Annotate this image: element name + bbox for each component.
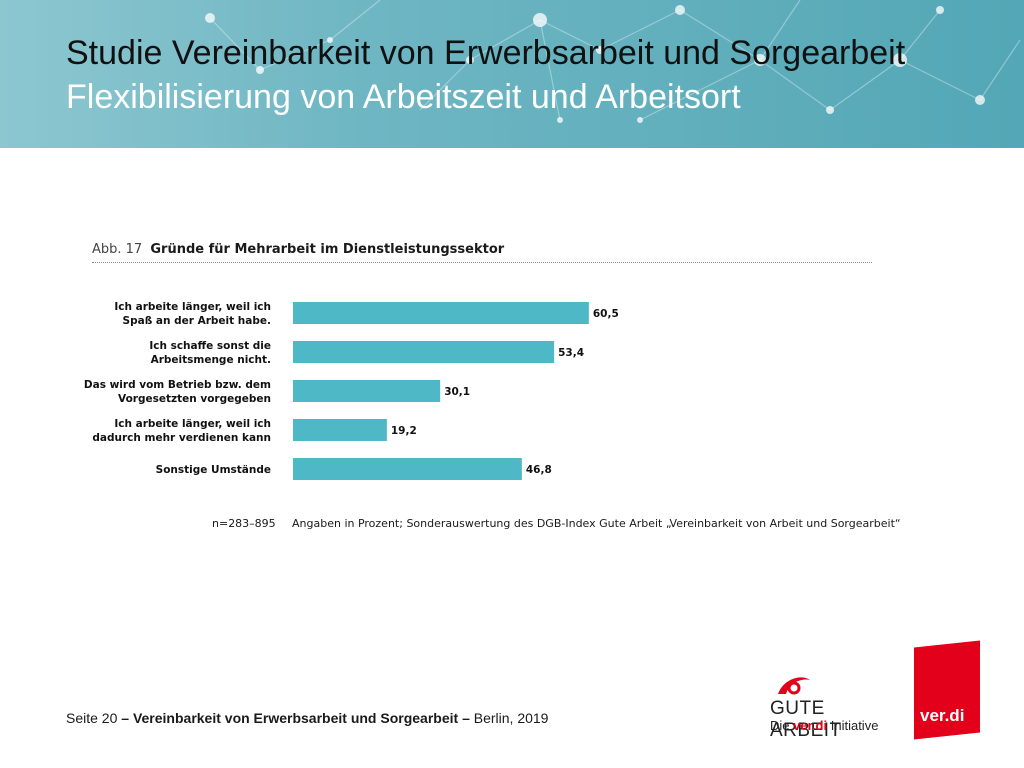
footer-page: Seite 20	[66, 710, 118, 726]
gute-arbeit-subline: Die ver.di Initiative	[770, 718, 878, 733]
data-label: 60,5	[593, 308, 619, 320]
footer: Seite 20 – Vereinbarkeit von Erwerbsarbe…	[66, 710, 548, 726]
category-label: Ich schaffe sonst die Arbeitsmenge nicht.	[149, 340, 271, 366]
category-label-line: Vorgesetzten vorgegeben	[118, 393, 271, 405]
gute-arbeit-sub-prefix: Die	[770, 718, 790, 733]
header-banner: Studie Vereinbarkeit von Erwerbsarbeit u…	[0, 0, 1024, 148]
gute-arbeit-sub-suffix: Initiative	[830, 718, 879, 733]
footer-study: Vereinbarkeit von Erwerbsarbeit und Sorg…	[132, 710, 459, 726]
gute-arbeit-text: GUTE ARBEIT	[770, 698, 842, 741]
gute-arbeit-sub-brand: ver.di	[793, 718, 828, 733]
category-label: Ich arbeite länger, weil ich Spaß an der …	[114, 301, 271, 327]
category-label: Ich arbeite länger, weil ich dadurch mehr…	[92, 418, 271, 444]
bar-chart: Ich arbeite länger, weil ich Spaß an der …	[84, 301, 619, 480]
slide-title: Studie Vereinbarkeit von Erwerbsarbeit u…	[66, 34, 906, 72]
category-label-line: Ich arbeite länger, weil ich	[114, 418, 271, 430]
figure-label: Abb. 17	[92, 242, 143, 257]
category-label: Das wird vom Betrieb bzw. dem Vorgesetzte…	[84, 379, 271, 405]
data-label: 19,2	[391, 425, 417, 437]
footer-place-year: Berlin, 2019	[473, 710, 549, 726]
network-background-graphic	[205, 0, 1021, 123]
data-label: 53,4	[558, 347, 584, 359]
bar	[293, 302, 589, 324]
category-label-line: Das wird vom Betrieb bzw. dem	[84, 379, 271, 391]
gute-arbeit-logo: GUTE ARBEIT Die ver.di Initiative	[768, 672, 898, 741]
category-label-line: Arbeitsmenge nicht.	[151, 354, 271, 366]
dotted-divider	[92, 262, 872, 263]
category-label-line: Ich arbeite länger, weil ich	[114, 301, 271, 313]
footer-separator-2: –	[462, 710, 470, 726]
data-label: 46,8	[526, 464, 552, 476]
verdi-logo-text: ver.di	[920, 706, 965, 725]
category-label-line: Ich schaffe sonst die	[149, 340, 271, 352]
footer-separator-1: –	[121, 710, 130, 726]
slide-subtitle: Flexibilisierung von Arbeitszeit und Arb…	[66, 78, 741, 116]
source-note: Angaben in Prozent; Sonderauswertung des…	[292, 517, 901, 530]
bar	[293, 458, 522, 480]
bar	[293, 341, 555, 363]
category-label-line: Spaß an der Arbeit habe.	[123, 315, 271, 327]
figure-heading: Abb. 17 Gründe für Mehrarbeit im Dienstl…	[92, 242, 504, 257]
bar	[293, 419, 387, 441]
figure-title: Gründe für Mehrarbeit im Dienstleistungs…	[150, 242, 505, 257]
category-label: Sonstige Umstände	[156, 464, 271, 476]
category-label-line: Sonstige Umstände	[156, 464, 271, 476]
sample-size-note: n=283–895	[212, 517, 276, 530]
gute-arbeit-swoosh-icon	[778, 677, 810, 695]
bar	[293, 380, 441, 402]
category-label-line: dadurch mehr verdienen kann	[92, 432, 271, 444]
data-label: 30,1	[444, 386, 470, 398]
